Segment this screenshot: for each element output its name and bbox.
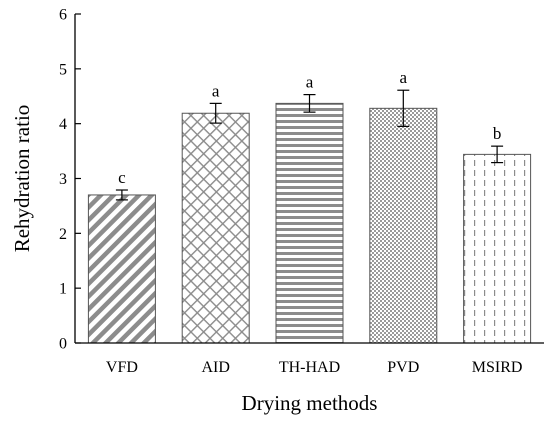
x-tick-label: AID <box>201 359 229 376</box>
bar-msird <box>463 153 532 344</box>
error-bar-th-had <box>303 94 316 113</box>
x-tick-label: PVD <box>387 359 419 376</box>
x-tick-label: VFD <box>106 359 138 376</box>
y-tick-label: 4 <box>59 116 67 133</box>
x-tick-label: TH-HAD <box>279 359 340 376</box>
bar-vfd <box>87 194 156 344</box>
y-axis-title: Rehydration ratio <box>10 105 34 253</box>
significance-label: b <box>493 124 502 143</box>
error-bar-aid <box>209 102 222 124</box>
error-bar-msird <box>491 145 504 164</box>
bar-aid <box>181 112 250 344</box>
significance-label: a <box>212 81 220 100</box>
significance-label: a <box>400 68 408 87</box>
error-bar-pvd <box>397 89 410 128</box>
y-tick-label: 0 <box>59 336 67 353</box>
bar-pvd <box>369 107 438 344</box>
y-tick-label: 2 <box>59 226 67 243</box>
y-tick-label: 5 <box>59 61 67 78</box>
x-axis-title: Drying methods <box>242 391 378 415</box>
y-tick-label: 3 <box>59 171 67 188</box>
x-tick-label: MSIRD <box>472 359 523 376</box>
significance-label: c <box>118 168 126 187</box>
bars: c a a a b <box>87 68 532 344</box>
error-bar-vfd <box>115 189 128 201</box>
bar-th-had <box>275 102 344 344</box>
y-tick-label: 6 <box>59 7 67 24</box>
y-tick-label: 1 <box>59 281 67 298</box>
y-axis-ticks: 0 1 2 3 4 5 6 <box>59 7 81 353</box>
x-axis-ticks: VFD AID TH-HAD PVD MSIRD <box>106 359 523 376</box>
significance-label: a <box>306 73 314 92</box>
